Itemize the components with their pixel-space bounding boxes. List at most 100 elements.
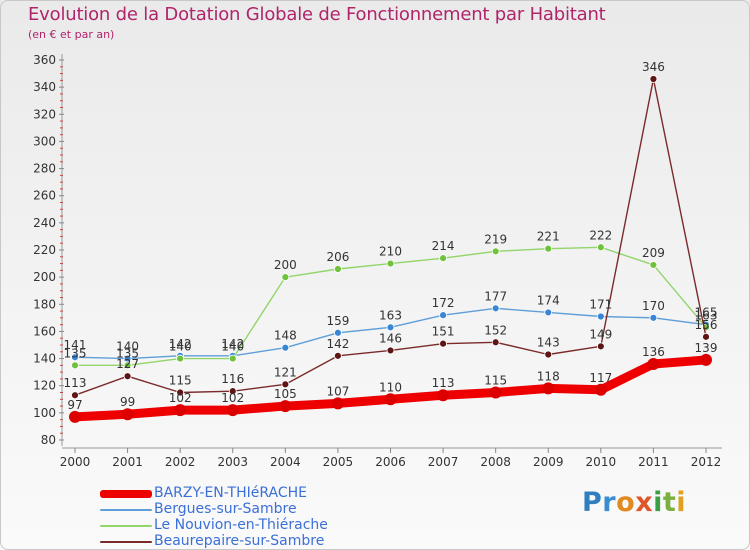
data-label: 118 <box>537 369 560 383</box>
series-0 <box>69 353 712 423</box>
data-label: 165 <box>695 306 718 320</box>
data-label: 200 <box>274 258 297 272</box>
data-point <box>71 353 79 362</box>
x-tick-label: 2008 <box>480 455 511 469</box>
series-layer <box>69 75 712 423</box>
x-tick-label: 2006 <box>375 455 406 469</box>
y-tick-label: 120 <box>33 379 56 393</box>
legend-swatch <box>100 490 152 498</box>
data-point <box>121 408 134 421</box>
data-point <box>439 339 447 348</box>
data-point <box>176 388 185 397</box>
data-label: 141 <box>64 338 87 352</box>
data-point <box>281 380 290 389</box>
y-tick-label: 300 <box>33 134 56 148</box>
data-label: 127 <box>116 357 139 371</box>
labels-series-0: 97 99 102 102 105 107 110 113 115 118 117 136 139 <box>67 341 717 412</box>
x-tick-label: 2007 <box>428 455 459 469</box>
data-label: 206 <box>326 250 349 264</box>
data-label: 116 <box>221 372 244 386</box>
data-point <box>386 259 395 268</box>
data-point <box>439 254 447 263</box>
data-label: 149 <box>589 327 612 341</box>
legend-label: Le Nouvion-en-Thiérache <box>154 517 328 533</box>
data-label: 209 <box>642 246 665 260</box>
x-tick-label: 2010 <box>586 455 617 469</box>
data-point <box>123 372 132 381</box>
data-point <box>334 265 342 273</box>
chart-title: Evolution de la Dotation Globale de Fonc… <box>28 4 606 25</box>
data-label: 148 <box>274 329 297 343</box>
x-tick-label: 2005 <box>323 455 354 469</box>
data-point <box>386 346 395 355</box>
data-point <box>71 391 79 400</box>
data-label: 159 <box>326 314 349 328</box>
data-label: 107 <box>326 384 349 398</box>
y-tick-label: 100 <box>33 406 56 420</box>
data-point <box>437 389 450 402</box>
data-label: 142 <box>169 337 192 351</box>
data-point <box>702 332 710 341</box>
data-point <box>594 383 607 396</box>
series-2 <box>71 243 710 370</box>
legend-swatch <box>100 509 152 511</box>
data-point <box>647 358 660 370</box>
data-label: 346 <box>642 60 665 74</box>
data-point <box>334 351 342 360</box>
data-label: 171 <box>589 298 612 312</box>
y-tick-label: 320 <box>33 107 56 121</box>
y-tick-label: 280 <box>33 162 56 176</box>
data-label: 177 <box>484 289 507 303</box>
x-tick-label: 2011 <box>638 455 669 469</box>
y-tick-label: 340 <box>33 80 56 94</box>
y-tick-label: 260 <box>33 189 56 203</box>
y-tick-label: 160 <box>33 324 56 338</box>
data-label: 152 <box>484 323 507 337</box>
legend-label: BARZY-EN-THIéRACHE <box>154 485 307 501</box>
data-label: 102 <box>221 391 244 405</box>
data-label: 110 <box>379 380 402 394</box>
data-point <box>596 342 605 351</box>
data-label: 140 <box>169 340 192 354</box>
data-label: 135 <box>64 346 87 360</box>
data-label: 99 <box>120 395 135 409</box>
data-point <box>331 397 344 410</box>
data-label: 117 <box>589 371 612 385</box>
data-label: 146 <box>379 331 402 345</box>
data-point <box>69 410 81 423</box>
data-labels-layer: 97 99 102 102 105 107 110 113 115 118 117 136 139 141… <box>64 60 718 412</box>
data-point <box>649 261 658 269</box>
data-point <box>596 312 605 321</box>
data-label: 163 <box>379 308 402 322</box>
data-point <box>174 404 187 417</box>
data-point <box>281 343 290 352</box>
data-point <box>596 243 605 252</box>
legend-swatch <box>100 525 152 527</box>
data-label: 210 <box>379 245 402 259</box>
data-point <box>544 244 553 253</box>
data-label: 172 <box>432 296 455 310</box>
y-tick-label: 80 <box>41 433 56 447</box>
data-label: 219 <box>484 232 507 246</box>
data-label: 97 <box>67 398 82 412</box>
data-label: 163 <box>695 308 718 322</box>
series-3 <box>71 75 710 400</box>
data-label: 174 <box>537 293 560 307</box>
data-point <box>542 382 555 395</box>
data-point <box>279 400 292 413</box>
y-tick-label: 140 <box>33 352 56 366</box>
data-point <box>334 328 342 337</box>
labels-series-3: 113 127 115 116 121 142 146 151 152 143 149 346 156 <box>64 60 718 390</box>
x-tick-label: 2003 <box>217 455 248 469</box>
data-label: 115 <box>169 374 192 388</box>
data-point <box>649 313 658 322</box>
data-label: 221 <box>537 230 560 244</box>
data-label: 140 <box>221 340 244 354</box>
legend-label: Beaurepaire-sur-Sambre <box>154 533 325 549</box>
data-point <box>649 75 658 83</box>
data-point <box>489 386 502 399</box>
legend-label: Bergues-sur-Sambre <box>154 501 297 517</box>
data-label: 139 <box>695 341 718 355</box>
data-label: 140 <box>116 340 139 354</box>
